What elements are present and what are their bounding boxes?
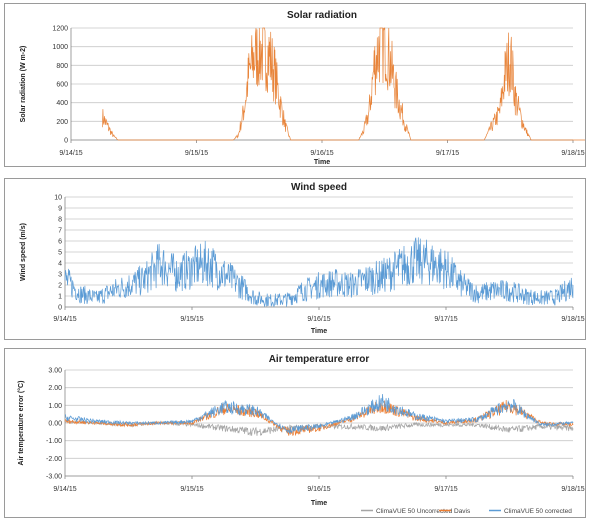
y-tick-label: 600	[56, 82, 68, 89]
series-line-climavue-50-corrected	[64, 393, 574, 435]
x-tick-label: 9/14/15	[59, 150, 82, 157]
x-axis-label: Time	[314, 159, 330, 166]
y-tick-label: 0	[58, 305, 62, 312]
x-tick-label: 9/17/15	[434, 486, 457, 493]
y-axis-label: Wind speed (m/s)	[20, 223, 27, 281]
x-axis-label: Time	[311, 500, 327, 507]
wind-speed-chart: Wind speed 0 1 2 3 4 5 6 7 8 9 10 9/14/15 9/15/15 9/16…	[4, 178, 586, 340]
x-tick-label: 9/16/15	[307, 486, 330, 493]
x-tick-label: 9/15/15	[180, 486, 203, 493]
y-tick-label: 0.00	[48, 421, 62, 428]
x-tick-label: 9/15/15	[180, 316, 203, 323]
y-tick-label: 6	[58, 239, 62, 246]
y-tick-label: 7	[58, 228, 62, 235]
y-tick-label: 4	[58, 261, 62, 268]
x-tick-label: 9/16/15	[307, 316, 330, 323]
y-tick-label: 3.00	[48, 368, 62, 375]
y-tick-label: 9	[58, 206, 62, 213]
y-tick-label: -3.00	[46, 474, 62, 481]
x-tick-label: 9/14/15	[53, 316, 76, 323]
x-axis-label: Time	[311, 328, 327, 335]
chart-title: Wind speed	[291, 182, 347, 193]
air-temperature-error-svg: Air temperature error -3.00 -2.00 -1.00 0.00…	[17, 354, 585, 515]
chart-title: Solar radiation	[287, 10, 357, 21]
y-tick-label: 200	[56, 119, 68, 126]
x-tick-label: 9/18/15	[561, 316, 584, 323]
solar-radiation-chart: Solar radiation 0 200 400 600 800 1000 1200 9/14…	[4, 3, 586, 167]
y-tick-label: 1000	[52, 44, 68, 51]
legend-label: ClimaVUE 50 corrected	[504, 508, 572, 515]
x-tick-label: 9/16/15	[310, 150, 333, 157]
legend-label: Davis	[454, 508, 471, 515]
y-tick-label: 8	[58, 217, 62, 224]
y-tick-label: 1	[58, 294, 62, 301]
series-line-wind	[64, 237, 574, 307]
solar-radiation-svg: Solar radiation 0 200 400 600 800 1000 1200 9/14…	[20, 10, 585, 166]
series-line-davis	[64, 399, 574, 437]
y-tick-label: 2.00	[48, 385, 62, 392]
y-axis-label: Solar radiation (W m-2)	[20, 46, 27, 123]
wind-speed-svg: Wind speed 0 1 2 3 4 5 6 7 8 9 10 9/14/15 9/15/15 9/16…	[20, 182, 585, 335]
legend-label: ClimaVUE 50 Uncorrected	[376, 508, 453, 515]
x-tick-label: 9/17/15	[436, 150, 459, 157]
y-tick-label: 2	[58, 283, 62, 290]
y-tick-label: 5	[58, 250, 62, 257]
y-tick-label: 3	[58, 272, 62, 279]
y-tick-label: 1.00	[48, 403, 62, 410]
x-tick-label: 9/17/15	[434, 316, 457, 323]
y-tick-label: 0	[64, 138, 68, 145]
x-tick-label: 9/14/15	[53, 486, 76, 493]
series-line-solar	[102, 27, 585, 141]
y-tick-label: -1.00	[46, 438, 62, 445]
y-tick-label: -2.00	[46, 456, 62, 463]
y-tick-label: 800	[56, 63, 68, 70]
x-tick-label: 9/15/15	[185, 150, 208, 157]
x-tick-label: 9/18/15	[561, 150, 584, 157]
y-tick-label: 10	[54, 195, 62, 202]
y-axis-label: Air temperature error (°C)	[17, 381, 25, 466]
x-tick-label: 9/18/15	[561, 486, 584, 493]
chart-title: Air temperature error	[269, 354, 370, 365]
air-temperature-error-chart: Air temperature error -3.00 -2.00 -1.00 0.00…	[4, 348, 586, 518]
y-tick-label: 400	[56, 100, 68, 107]
y-tick-label: 1200	[52, 26, 68, 33]
